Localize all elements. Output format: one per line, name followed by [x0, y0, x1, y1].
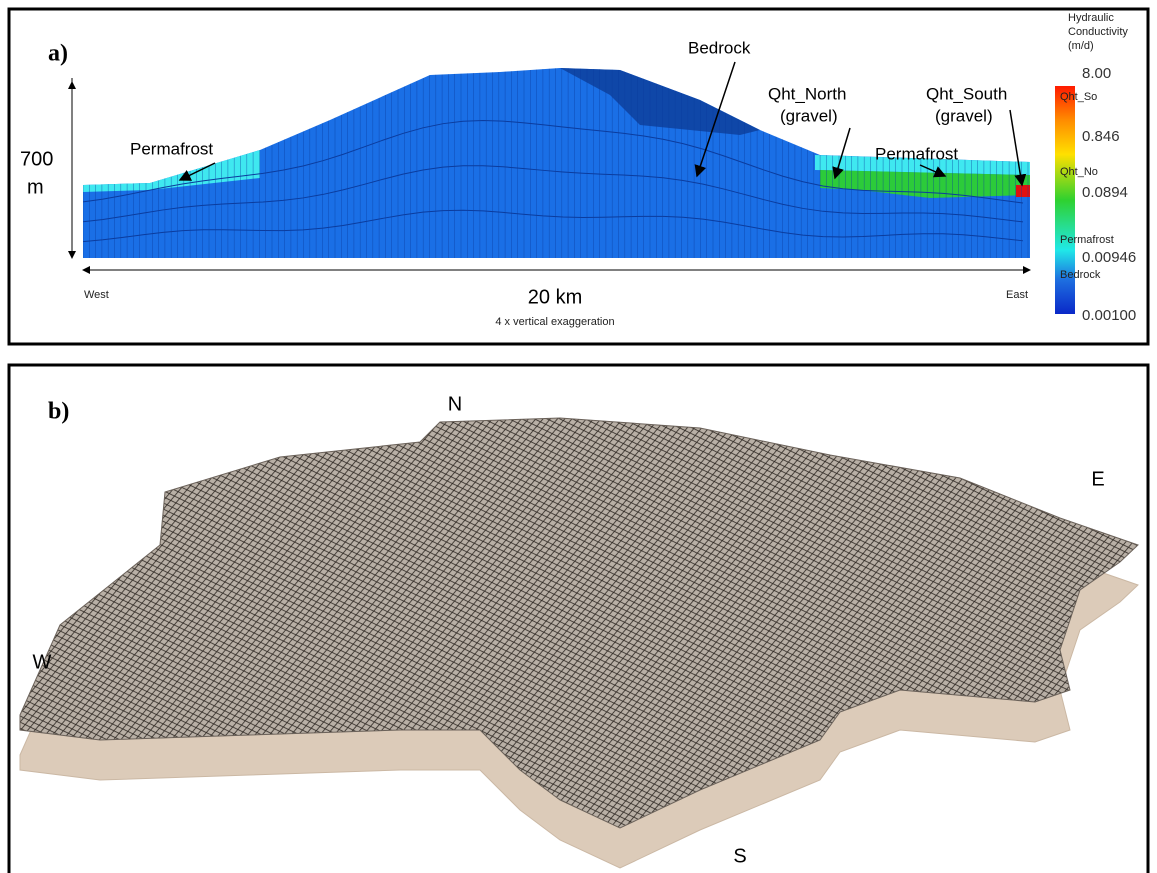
legend: Hydraulic Conductivity (m/d) 8.00 0.846 0.089… — [1060, 12, 1136, 324]
legend-class: Bedrock — [1060, 269, 1101, 281]
direction-label: W — [33, 651, 52, 673]
annotation: (gravel) — [935, 106, 993, 125]
legend-tick: 0.00100 — [1082, 307, 1136, 324]
legend-title: Hydraulic — [1068, 12, 1114, 24]
legend-title: (m/d) — [1068, 40, 1094, 52]
legend-class: Permafrost — [1060, 234, 1114, 246]
annotation: Bedrock — [688, 38, 751, 57]
direction-label: N — [448, 393, 462, 415]
length-label: 20 km — [528, 286, 582, 308]
annotation: Qht_South — [926, 84, 1007, 103]
panel-label: a) — [48, 41, 68, 67]
annotation: (gravel) — [780, 106, 838, 125]
legend-tick: 0.00946 — [1082, 249, 1136, 266]
direction-label: E — [1091, 468, 1104, 490]
figure: a) 700 m West East 20 km 4 x vertical ex… — [0, 0, 1157, 873]
direction-label: S — [733, 845, 746, 867]
annotation: Permafrost — [130, 139, 213, 158]
mesh-surface — [20, 418, 1138, 868]
annotation: Qht_North — [768, 84, 846, 103]
height-unit: m — [27, 176, 44, 198]
exaggeration-note: 4 x vertical exaggeration — [495, 316, 614, 328]
height-value: 700 — [20, 148, 53, 170]
legend-tick: 0.846 — [1082, 128, 1120, 145]
panel-label: b) — [48, 399, 69, 425]
legend-tick: 8.00 — [1082, 65, 1111, 82]
legend-class: Qht_No — [1060, 166, 1098, 178]
legend-class: Qht_So — [1060, 91, 1097, 103]
east-label: East — [1006, 289, 1028, 301]
legend-title: Conductivity — [1068, 26, 1128, 38]
west-label: West — [84, 289, 109, 301]
legend-tick: 0.0894 — [1082, 184, 1128, 201]
annotation: Permafrost — [875, 144, 958, 163]
